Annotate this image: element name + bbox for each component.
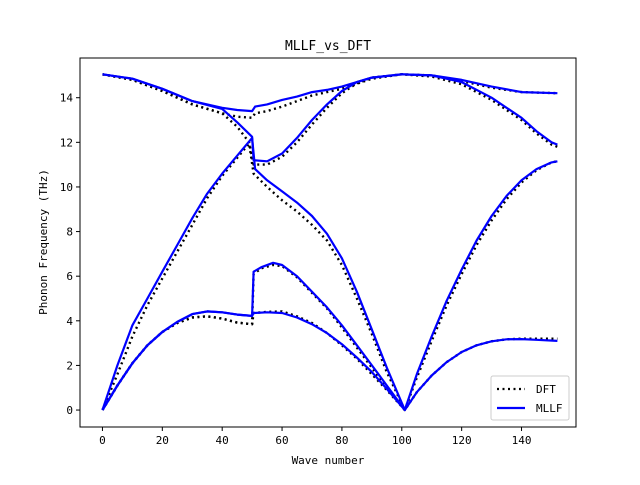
x-tick-label: 60 — [275, 434, 288, 447]
legend-dft-label: DFT — [536, 383, 556, 396]
x-tick-label: 140 — [512, 434, 532, 447]
plot-area-frame — [79, 57, 577, 428]
x-axis-ticks: 0 20 40 60 80 100 120 140 — [99, 427, 531, 447]
x-axis-label: Wave number — [292, 454, 365, 467]
y-tick-label: 0 — [66, 404, 73, 417]
mllf-band-2 — [101, 261, 406, 411]
legend-mllf-label: MLLF — [536, 402, 563, 415]
x-tick-label: 120 — [452, 434, 472, 447]
y-axis-ticks: 0 2 4 6 8 10 12 14 — [60, 92, 80, 417]
x-tick-label: 100 — [392, 434, 412, 447]
plot-lines — [101, 73, 558, 412]
mllf-band-5 — [102, 73, 558, 113]
y-tick-label: 6 — [66, 270, 73, 283]
y-tick-label: 4 — [66, 315, 73, 328]
x-tick-label: 0 — [99, 434, 106, 447]
y-tick-label: 8 — [66, 226, 73, 239]
x-tick-label: 20 — [156, 434, 169, 447]
y-tick-label: 2 — [66, 359, 73, 372]
chart-title: MLLF_vs_DFT — [285, 39, 371, 54]
dft-band-3 — [101, 142, 558, 412]
legend: DFT MLLF — [490, 375, 570, 421]
mllf-band-3 — [101, 136, 558, 412]
x-tick-label: 40 — [216, 434, 229, 447]
y-tick-label: 12 — [60, 136, 73, 149]
x-tick-label: 80 — [335, 434, 348, 447]
y-tick-label: 10 — [60, 181, 73, 194]
y-axis-label: Phonon Frequency (THz) — [37, 169, 50, 315]
y-tick-label: 14 — [60, 92, 74, 105]
